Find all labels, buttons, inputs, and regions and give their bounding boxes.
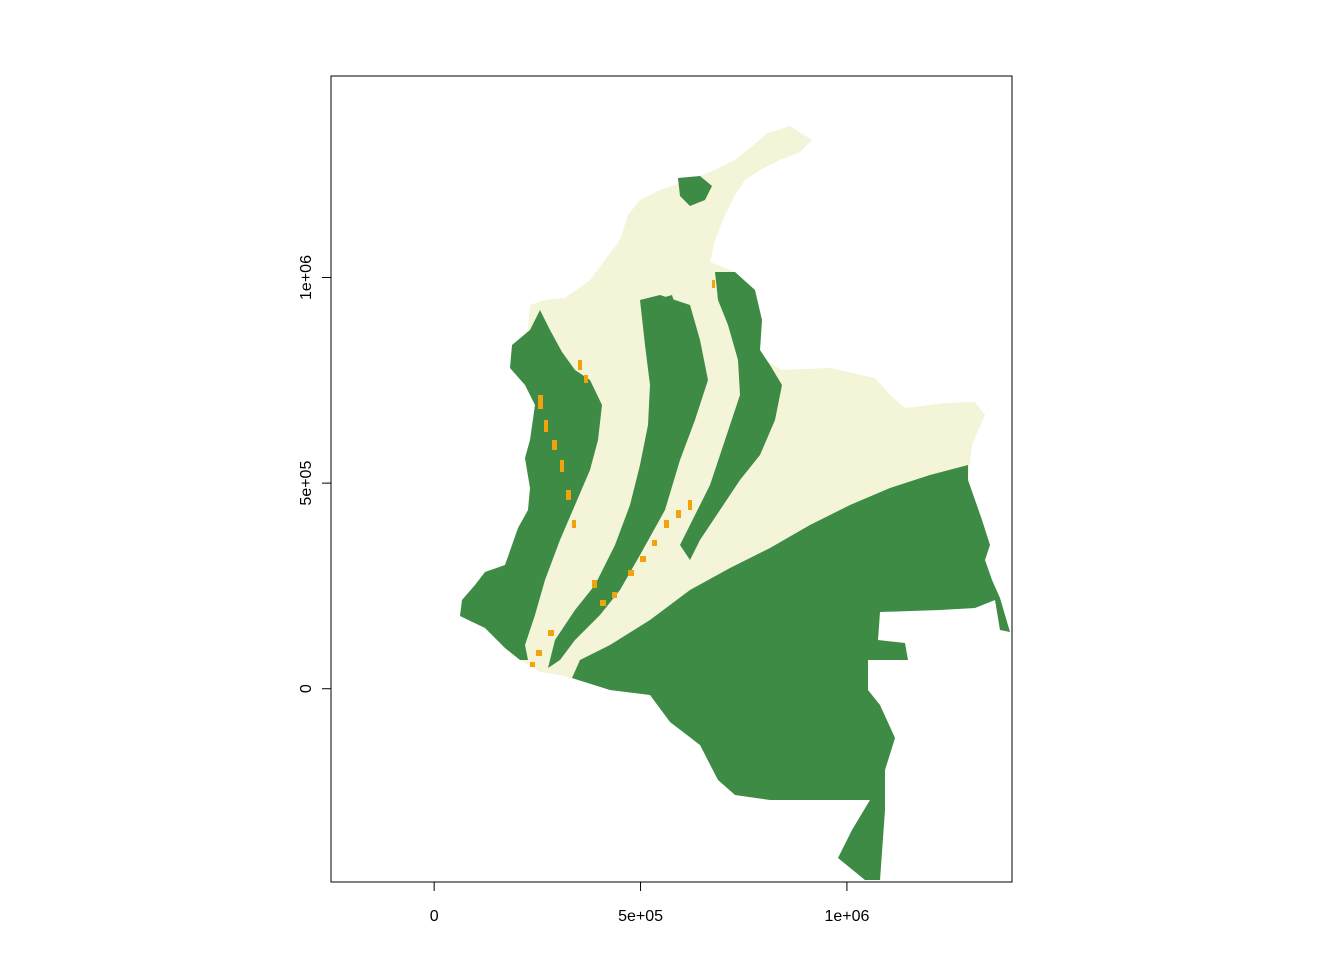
- class-forest-north-2: [648, 295, 680, 368]
- plot-frame: [330, 75, 1013, 883]
- x-axis: 0 5e+05 1e+06: [430, 882, 869, 925]
- class-light-region: [460, 126, 1010, 880]
- y-axis: 0 5e+05 1e+06: [298, 255, 331, 693]
- x-tick-label: 5e+05: [618, 908, 663, 925]
- class-orange-patches: [530, 280, 715, 667]
- x-tick-label: 0: [430, 908, 439, 925]
- y-tick-label: 5e+05: [298, 461, 315, 506]
- y-tick-label: 1e+06: [298, 255, 315, 300]
- raster-layer: [460, 126, 1010, 880]
- class-forest-pacific: [460, 310, 602, 660]
- class-forest-central: [548, 295, 708, 668]
- y-tick-label: 0: [298, 684, 315, 693]
- class-forest-amazon: [572, 465, 1010, 880]
- class-forest-north: [678, 176, 712, 206]
- x-tick-label: 1e+06: [824, 908, 869, 925]
- class-forest-eastern: [680, 272, 782, 560]
